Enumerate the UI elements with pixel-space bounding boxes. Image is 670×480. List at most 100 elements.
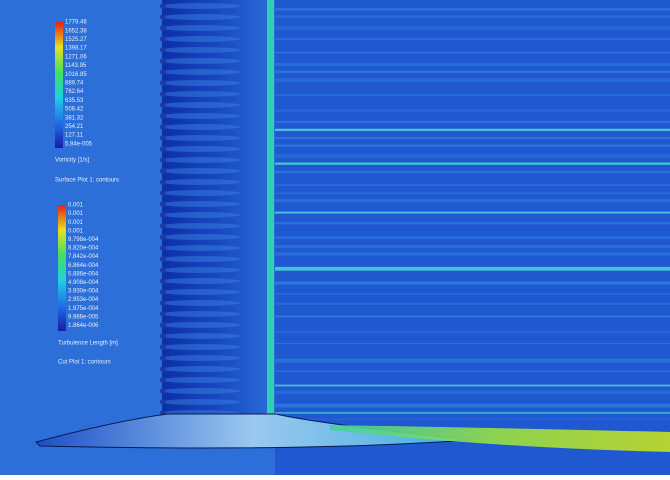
rib <box>160 69 240 75</box>
rib <box>160 102 240 108</box>
streak <box>275 267 670 271</box>
rib-tip <box>160 58 166 64</box>
rib <box>160 388 240 394</box>
rib <box>160 289 240 295</box>
rib <box>160 14 240 20</box>
streak <box>275 371 670 372</box>
rib-tip <box>160 267 166 273</box>
plot-caption: Surface Plot 1: contours <box>55 178 119 184</box>
legend-label: 127.11 <box>65 133 84 139</box>
legend-label: 2.953e-004 <box>68 297 99 303</box>
rib-tip <box>160 3 166 9</box>
legend-label: 5.886e-004 <box>68 271 99 277</box>
rib-tip <box>160 245 166 251</box>
rib-tip <box>160 179 166 185</box>
streak <box>275 137 670 139</box>
legend-label: 1.864e-006 <box>68 323 99 329</box>
legend-label: 1652.38 <box>65 28 87 34</box>
legend-label: 1271.06 <box>65 54 87 60</box>
streak <box>275 212 670 214</box>
rib-tip <box>160 366 166 372</box>
legend-label: 381.32 <box>65 115 84 121</box>
rib-tip <box>160 25 166 31</box>
streak <box>275 303 670 305</box>
rib <box>160 25 240 31</box>
legend-label: 508.42 <box>65 107 84 113</box>
rib <box>160 399 240 405</box>
streak <box>275 145 670 147</box>
streak <box>275 404 670 408</box>
streak <box>275 293 670 295</box>
legend-label: 4.908e-004 <box>68 280 99 286</box>
streak <box>275 391 670 394</box>
legend-label: 6.864e-004 <box>68 263 99 269</box>
rib <box>160 322 240 328</box>
rib-tip <box>160 289 166 295</box>
rib-tip <box>160 344 166 350</box>
rib <box>160 36 240 42</box>
legend-label: 635.53 <box>65 98 84 104</box>
streak <box>275 52 670 53</box>
rib <box>160 278 240 284</box>
rib <box>160 47 240 53</box>
legend-label: 0.001 <box>68 228 84 234</box>
rib <box>160 80 240 86</box>
streak <box>275 171 670 173</box>
streak <box>275 343 670 344</box>
legend-label: 8.820e-004 <box>68 246 99 252</box>
streak <box>275 162 670 164</box>
rib-tip <box>160 234 166 240</box>
rib <box>160 344 240 350</box>
rib-tip <box>160 256 166 262</box>
streak <box>275 359 670 363</box>
rib <box>160 201 240 207</box>
rib-tip <box>160 388 166 394</box>
rib-tip <box>160 223 166 229</box>
streak <box>275 419 670 420</box>
streak <box>275 184 670 185</box>
streak <box>275 199 670 202</box>
rib <box>160 3 240 9</box>
streak <box>275 63 670 66</box>
rib-tip <box>160 36 166 42</box>
rib <box>160 234 240 240</box>
rib <box>160 190 240 196</box>
rib-tip <box>160 190 166 196</box>
rib <box>160 245 240 251</box>
rib-tip <box>160 124 166 130</box>
streak <box>275 38 670 40</box>
rib-tip <box>160 168 166 174</box>
streak <box>275 8 670 11</box>
streak <box>275 385 670 387</box>
rib <box>160 135 240 141</box>
rib <box>160 223 240 229</box>
legend-label: 1143.95 <box>65 63 87 69</box>
rib-tip <box>160 322 166 328</box>
legend-label: 1779.48 <box>65 20 87 26</box>
rib <box>160 157 240 163</box>
rib-tip <box>160 333 166 339</box>
colorbar <box>55 22 63 148</box>
rib-tip <box>160 377 166 383</box>
legend-label: 7.842e-004 <box>68 254 99 260</box>
streak <box>275 331 670 333</box>
legend-label: 1525.27 <box>65 37 87 43</box>
legend-label: 9.966e-005 <box>68 314 99 320</box>
legend-label: 254.21 <box>65 124 84 130</box>
streak <box>275 282 670 285</box>
rib <box>160 333 240 339</box>
streak <box>275 245 670 248</box>
streak <box>275 193 670 194</box>
rib <box>160 179 240 185</box>
simulation-view: 1779.481652.381525.271398.171271.061143.… <box>0 0 670 475</box>
rib-tip <box>160 80 166 86</box>
rib-tip <box>160 135 166 141</box>
streak <box>275 315 670 317</box>
streak <box>275 70 670 72</box>
streak <box>275 26 670 30</box>
rib <box>160 91 240 97</box>
rib <box>160 377 240 383</box>
streak <box>275 129 670 131</box>
plot-caption: Cut Plot 1: contours <box>58 360 111 366</box>
rib <box>160 168 240 174</box>
